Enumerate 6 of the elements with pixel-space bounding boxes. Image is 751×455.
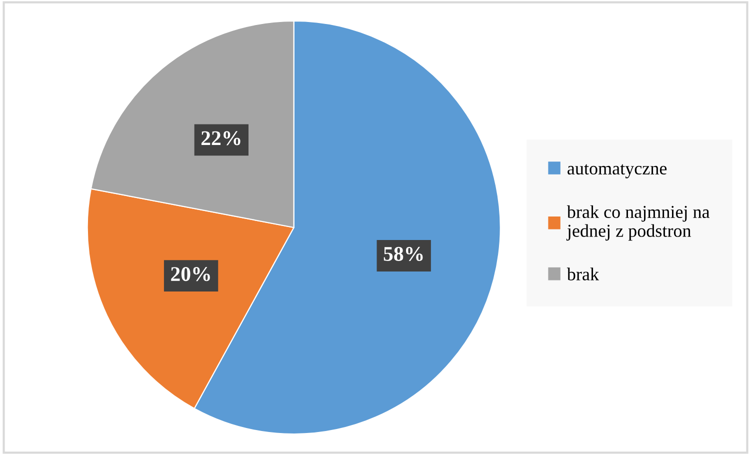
legend-label: automatyczne	[568, 164, 667, 178]
data-label: 22%	[201, 131, 240, 146]
data-label: 58%	[384, 246, 423, 262]
legend-label: brak	[566, 268, 600, 280]
data-label: 20%	[171, 267, 210, 282]
legend-label: brak co najmniej na jednej z podstron	[566, 205, 710, 241]
